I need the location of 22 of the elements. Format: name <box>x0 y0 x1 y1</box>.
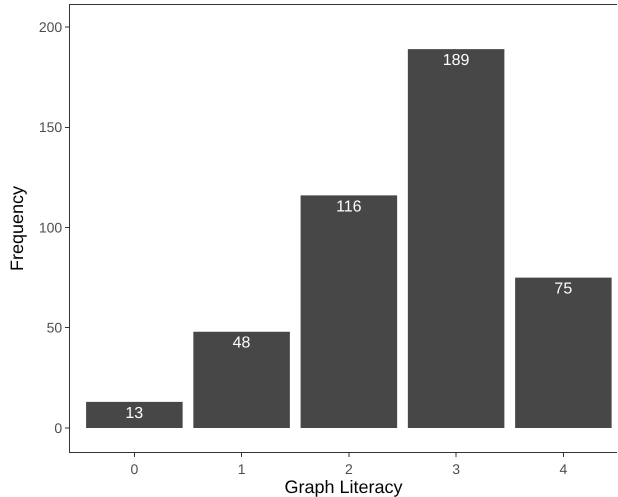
bar <box>300 195 398 428</box>
data-label: 13 <box>125 404 144 422</box>
bar <box>408 49 504 428</box>
bar <box>86 402 183 428</box>
data-label: 189 <box>442 52 470 70</box>
bar <box>515 278 612 428</box>
y-tick-label: 100 <box>38 219 62 236</box>
x-tick-label: 3 <box>452 460 460 477</box>
data-label: 48 <box>232 334 251 352</box>
y-axis-title: Frequency <box>7 186 28 272</box>
x-tick-label: 4 <box>559 460 568 477</box>
y-tick-label: 0 <box>54 420 62 436</box>
data-label: 116 <box>336 198 362 216</box>
y-tick-label: 200 <box>38 18 62 35</box>
x-tick-label: 0 <box>130 460 138 477</box>
data-label: 75 <box>554 280 572 298</box>
y-tick-label: 50 <box>46 320 62 336</box>
x-tick-label: 2 <box>344 460 353 477</box>
y-tick-label: 150 <box>38 119 62 136</box>
x-tick-label: 1 <box>238 460 246 477</box>
bar <box>193 332 290 428</box>
x-axis-title: Graph Literacy <box>284 477 403 497</box>
